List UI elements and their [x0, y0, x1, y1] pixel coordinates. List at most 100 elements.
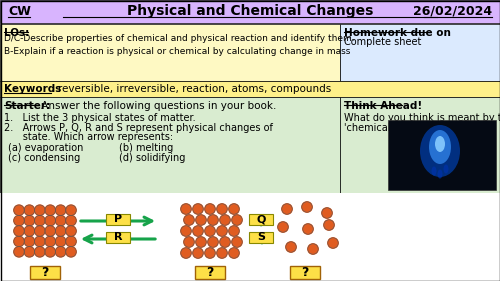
Circle shape	[14, 205, 24, 216]
Circle shape	[66, 216, 76, 226]
Circle shape	[229, 204, 239, 214]
Circle shape	[193, 204, 203, 214]
Circle shape	[232, 237, 242, 247]
FancyBboxPatch shape	[106, 232, 130, 243]
Circle shape	[45, 226, 56, 236]
Circle shape	[34, 216, 45, 226]
Circle shape	[45, 216, 56, 226]
Circle shape	[34, 205, 45, 216]
Circle shape	[56, 205, 66, 216]
Circle shape	[181, 248, 191, 258]
Circle shape	[217, 204, 227, 214]
Circle shape	[302, 202, 312, 212]
FancyBboxPatch shape	[249, 232, 273, 243]
Circle shape	[66, 247, 76, 257]
Text: (b) melting: (b) melting	[119, 143, 174, 153]
Ellipse shape	[420, 125, 460, 177]
Text: 26/02/2024: 26/02/2024	[413, 5, 492, 18]
Circle shape	[205, 204, 215, 214]
Text: Complete sheet: Complete sheet	[344, 37, 422, 47]
Circle shape	[220, 215, 230, 225]
Circle shape	[184, 237, 194, 247]
Circle shape	[45, 247, 56, 257]
Circle shape	[66, 226, 76, 236]
Text: state. Which arrow represents:: state. Which arrow represents:	[4, 132, 173, 142]
Circle shape	[220, 237, 230, 247]
Circle shape	[217, 248, 227, 258]
Circle shape	[217, 226, 227, 236]
Circle shape	[56, 216, 66, 226]
Text: S: S	[257, 232, 265, 242]
FancyBboxPatch shape	[388, 120, 496, 190]
Text: Think Ahead!: Think Ahead!	[344, 101, 422, 111]
FancyBboxPatch shape	[0, 81, 500, 97]
Text: Keywords: Keywords	[4, 85, 61, 94]
Circle shape	[24, 226, 34, 236]
Circle shape	[14, 216, 24, 226]
FancyBboxPatch shape	[30, 266, 60, 278]
Text: CW: CW	[8, 5, 31, 18]
Circle shape	[24, 216, 34, 226]
FancyBboxPatch shape	[0, 193, 500, 281]
Circle shape	[66, 205, 76, 216]
Text: (d) solidifying: (d) solidifying	[119, 153, 186, 163]
Text: 'chemical reaction'?: 'chemical reaction'?	[344, 123, 441, 133]
Circle shape	[193, 226, 203, 236]
Text: ?: ?	[206, 266, 214, 278]
Circle shape	[205, 248, 215, 258]
Text: P: P	[114, 214, 122, 224]
Text: (c) condensing: (c) condensing	[8, 153, 80, 163]
Circle shape	[56, 236, 66, 247]
Circle shape	[208, 237, 218, 247]
Text: LOs:: LOs:	[4, 28, 29, 38]
Circle shape	[181, 226, 191, 236]
Text: Homework due on: Homework due on	[344, 28, 451, 38]
Text: 2.   Arrows P, Q, R and S represent physical changes of: 2. Arrows P, Q, R and S represent physic…	[4, 123, 273, 133]
Circle shape	[24, 247, 34, 257]
FancyBboxPatch shape	[340, 97, 500, 193]
Circle shape	[14, 247, 24, 257]
Circle shape	[14, 236, 24, 247]
Circle shape	[56, 226, 66, 236]
FancyBboxPatch shape	[0, 97, 340, 193]
Circle shape	[66, 236, 76, 247]
FancyBboxPatch shape	[106, 214, 130, 225]
Circle shape	[278, 222, 288, 232]
Circle shape	[229, 248, 239, 258]
Circle shape	[282, 204, 292, 214]
Circle shape	[196, 237, 206, 247]
Circle shape	[286, 242, 296, 252]
Text: ?: ?	[42, 266, 48, 278]
Text: Physical and Chemical Changes: Physical and Chemical Changes	[127, 4, 373, 19]
Text: (a) evaporation: (a) evaporation	[8, 143, 84, 153]
Text: : reversible, irreversible, reaction, atoms, compounds: : reversible, irreversible, reaction, at…	[51, 85, 331, 94]
FancyBboxPatch shape	[0, 0, 500, 23]
Circle shape	[181, 204, 191, 214]
Circle shape	[14, 226, 24, 236]
FancyBboxPatch shape	[290, 266, 320, 278]
Circle shape	[303, 224, 313, 234]
Text: 1.   List the 3 physical states of matter.: 1. List the 3 physical states of matter.	[4, 113, 196, 123]
Circle shape	[328, 238, 338, 248]
Circle shape	[45, 236, 56, 247]
Circle shape	[45, 205, 56, 216]
Text: Answer the following questions in your book.: Answer the following questions in your b…	[38, 101, 276, 111]
Circle shape	[184, 215, 194, 225]
Circle shape	[34, 226, 45, 236]
Text: Starter:: Starter:	[4, 101, 50, 111]
Circle shape	[232, 215, 242, 225]
Text: What do you think is meant by the term: What do you think is meant by the term	[344, 113, 500, 123]
Circle shape	[322, 208, 332, 218]
Circle shape	[208, 215, 218, 225]
Circle shape	[308, 244, 318, 254]
Circle shape	[24, 205, 34, 216]
Ellipse shape	[429, 130, 451, 164]
Circle shape	[193, 248, 203, 258]
FancyBboxPatch shape	[340, 24, 500, 81]
Circle shape	[196, 215, 206, 225]
Text: ?: ?	[302, 266, 308, 278]
Circle shape	[24, 236, 34, 247]
Circle shape	[205, 226, 215, 236]
FancyBboxPatch shape	[249, 214, 273, 225]
Text: R: R	[114, 232, 122, 242]
